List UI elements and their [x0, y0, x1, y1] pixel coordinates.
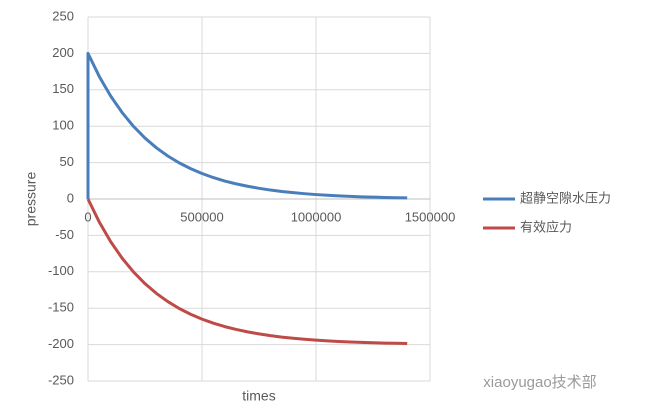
- series-line: [86, 198, 408, 346]
- watermark: xiaoyugao技术部: [483, 374, 596, 391]
- x-tick-label: 0: [84, 209, 91, 224]
- y-tick-label: 50: [60, 154, 74, 169]
- y-tick-label: 150: [52, 81, 74, 96]
- x-tick-label: 500000: [180, 209, 223, 224]
- y-tick-label: -100: [48, 263, 74, 278]
- y-tick-label: 250: [52, 8, 74, 23]
- y-axis-label: pressure: [23, 172, 39, 227]
- y-tick-label: -150: [48, 300, 74, 315]
- series-line: [86, 51, 408, 200]
- y-tick-label: 200: [52, 45, 74, 60]
- x-tick-label: 1000000: [291, 209, 342, 224]
- x-axis-label: times: [242, 388, 275, 404]
- y-tick-label: -50: [55, 227, 74, 242]
- legend-label: 超静空隙水压力: [520, 190, 611, 205]
- y-tick-label: -200: [48, 336, 74, 351]
- y-tick-label: -250: [48, 372, 74, 387]
- y-tick-label: 100: [52, 118, 74, 133]
- x-tick-label: 1500000: [405, 209, 456, 224]
- y-tick-label: 0: [67, 190, 74, 205]
- legend-label: 有效应力: [520, 219, 572, 234]
